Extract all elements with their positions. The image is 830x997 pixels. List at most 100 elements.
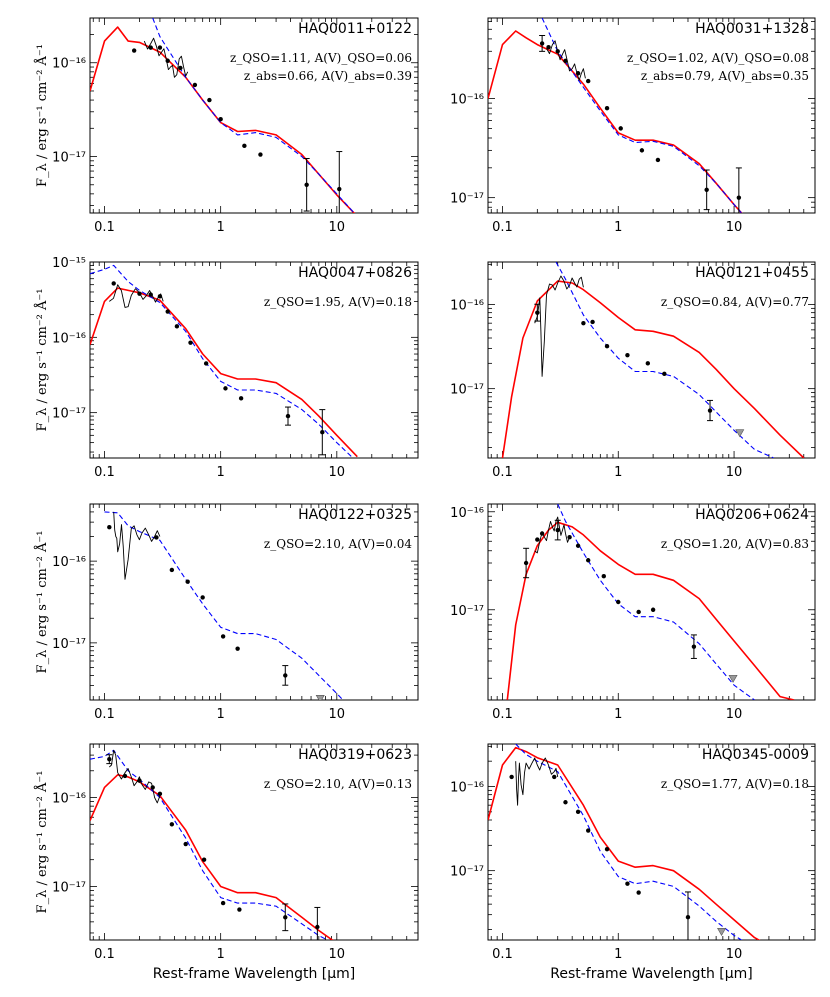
photometry-point: [563, 58, 568, 64]
x-tick-label: 10: [726, 465, 743, 480]
photometry-point: [315, 924, 320, 930]
quasar-name: HAQ0206+0624: [695, 507, 809, 523]
photometry-point: [137, 291, 142, 296]
fit-annotation: z_QSO=1.02, A(V)_QSO=0.08: [627, 51, 809, 65]
x-tick-label: 0.1: [94, 465, 115, 480]
x-tick-label: 0.1: [94, 947, 115, 962]
upper-limit-marker: [315, 694, 325, 700]
photometry-point: [107, 756, 112, 762]
panel-haq0122-0325: 0.1 1 10 10⁻¹⁶ 10⁻¹⁷ HAQ0122+0325 z_QSO=2.10, …: [34, 503, 419, 722]
photometry-point: [203, 361, 209, 366]
fit-annotation: z_QSO=1.11, A(V)_QSO=0.06: [230, 51, 412, 65]
photometry-point: [645, 361, 651, 366]
photometry-point: [337, 186, 342, 192]
fit-annotation: z_QSO=1.77, A(V)=0.18: [661, 777, 809, 791]
x-tick-label: 1: [217, 220, 225, 235]
x-tick-label: 0.1: [492, 947, 513, 962]
plot-frame: [487, 743, 816, 941]
series-spectrum: [534, 275, 584, 377]
photometry-point: [590, 319, 595, 325]
photometry-point: [157, 791, 163, 797]
photometry-point: [192, 82, 198, 88]
series-model-red: [90, 26, 356, 213]
series-model-blue: [557, 504, 755, 700]
upper-limit-marker: [717, 928, 727, 936]
photometry-point: [188, 340, 193, 345]
panel-haq0011-0122: 0.1 1 10 10⁻¹⁶ 10⁻¹⁷ HAQ0011+0122 z_QSO=1.11, …: [34, 17, 419, 235]
panel-haq0345-0009: 0.1 1 10 10⁻¹⁶ 10⁻¹⁷ HAQ0345-0009 z_QSO=1.77, …: [450, 743, 816, 982]
photometry-point: [691, 644, 697, 649]
x-tick-label: 1: [614, 465, 622, 480]
photometry-point: [169, 567, 175, 573]
y-tick-label: 10⁻¹⁶: [450, 781, 484, 796]
x-tick-label: 1: [614, 947, 622, 962]
photometry-point: [575, 809, 581, 815]
x-tick-label: 0.1: [492, 465, 513, 480]
photometry-point: [165, 309, 170, 314]
x-tick-label: 1: [217, 465, 225, 480]
x-tick-label: 1: [217, 707, 225, 722]
series-model-blue: [555, 262, 774, 458]
photometry-point: [237, 907, 242, 912]
x-tick-label: 0.1: [492, 707, 513, 722]
photometry-point: [575, 71, 581, 76]
series-model-blue: [152, 18, 355, 213]
photometry-point: [111, 281, 116, 286]
quasar-name: HAQ0345-0009: [702, 747, 809, 763]
series-model-red: [501, 280, 805, 458]
photometry-point: [636, 609, 641, 615]
upper-limit-marker: [728, 674, 738, 683]
fit-annotation: z_QSO=0.84, A(V)=0.77: [661, 295, 809, 309]
photometry-point: [555, 49, 560, 54]
photometry-point: [704, 187, 709, 193]
plot-frame: [487, 261, 816, 459]
photometry-point: [625, 352, 630, 358]
fit-annotation: z_abs=0.66, A(V)_abs=0.39: [244, 69, 412, 83]
photometry-point: [539, 531, 545, 536]
plot-frame: [487, 503, 816, 701]
y-tick-label: 10⁻¹⁵: [52, 256, 86, 271]
photometry-point: [165, 58, 170, 63]
plot-frame: [89, 17, 419, 214]
y-tick-label: 10⁻¹⁶: [52, 792, 86, 807]
fit-annotation: z_QSO=2.10, A(V)=0.13: [264, 777, 412, 791]
photometry-point: [150, 785, 155, 790]
photometry-point: [137, 778, 142, 783]
x-tick-label: 1: [614, 220, 622, 235]
photometry-point: [604, 105, 610, 111]
series-spectrum: [515, 757, 559, 806]
photometry-point: [539, 41, 545, 46]
panel-haq0206-0624: 0.1 1 10 10⁻¹⁶ 10⁻¹⁷ HAQ0206+0624 z_QSO=1.20, …: [450, 503, 816, 722]
y-tick-label: 10⁻¹⁶: [52, 331, 86, 346]
y-tick-label: 10⁻¹⁶: [450, 506, 484, 521]
plot-frame: [89, 503, 419, 701]
series-model-red: [90, 287, 358, 458]
photometry-point: [736, 195, 742, 200]
series-spectrum: [143, 37, 189, 78]
photometry-point: [535, 310, 540, 315]
photometry-point: [283, 915, 288, 920]
photometry-point: [650, 607, 656, 612]
y-axis-label: F_λ / erg s⁻¹ cm⁻² Å⁻¹: [34, 44, 50, 187]
photometry-point: [131, 48, 137, 53]
photometry-point: [639, 148, 645, 153]
series-model-blue: [90, 749, 329, 940]
quasar-name: HAQ0011+0122: [298, 21, 412, 37]
y-tick-label: 10⁻¹⁶: [52, 555, 86, 570]
fit-annotation: z_abs=0.79, A(V)_abs=0.35: [641, 69, 809, 83]
series-spectrum: [113, 511, 161, 580]
x-axis-label: Rest-frame Wavelength [μm]: [153, 966, 355, 982]
photometry-point: [178, 65, 183, 71]
x-tick-label: 0.1: [492, 220, 513, 235]
photometry-point: [625, 881, 630, 886]
series-model-blue: [104, 511, 344, 700]
photometry-point: [552, 774, 557, 780]
photometry-point: [174, 324, 180, 329]
x-tick-label: 0.1: [94, 707, 115, 722]
fit-annotation: z_QSO=2.10, A(V)=0.04: [264, 537, 412, 551]
series-spectrum: [546, 40, 586, 81]
photometry-point: [509, 774, 514, 780]
photometry-point: [238, 396, 244, 401]
plot-frame: [89, 261, 419, 459]
photometry-point: [107, 525, 112, 530]
